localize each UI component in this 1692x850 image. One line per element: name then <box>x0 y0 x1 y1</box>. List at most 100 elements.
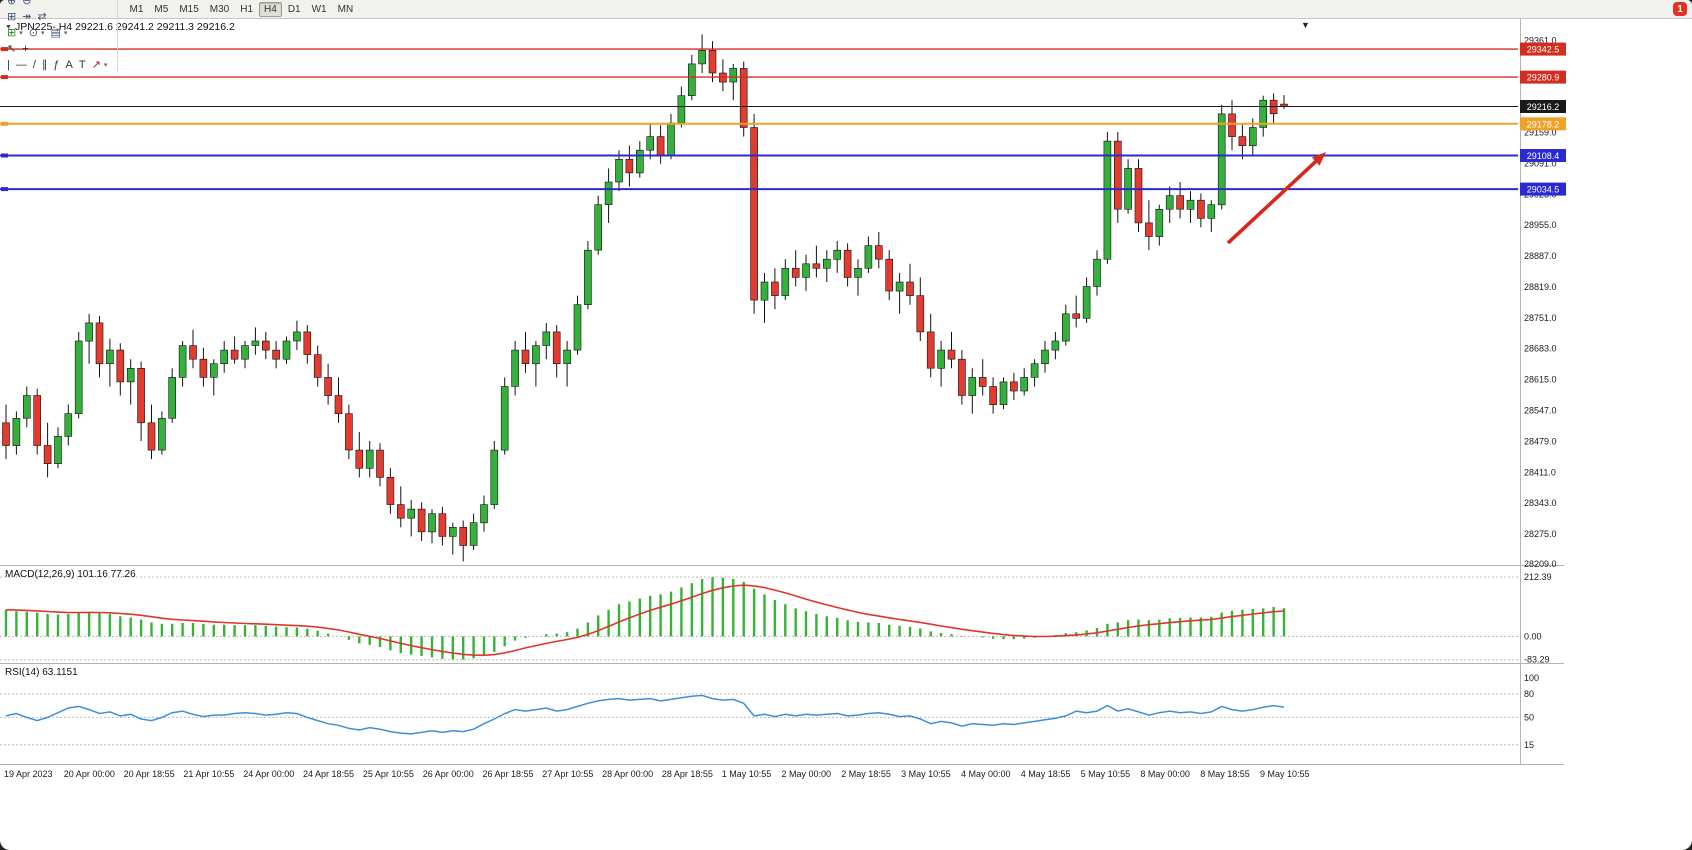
timeframe-d1[interactable]: D1 <box>287 3 301 15</box>
channel-icon[interactable]: ∥ <box>39 57 51 73</box>
template-icon[interactable]: ▤ ▾ <box>47 25 70 41</box>
text-label-icon[interactable]: T <box>76 57 89 73</box>
candle-up <box>158 417 166 451</box>
candle-up <box>12 417 21 446</box>
toolbar-group: | — / ∥ ƒ A T ↗ ▾ <box>0 57 118 73</box>
macd-scale-label: 0.00 <box>1524 631 1542 641</box>
candle-down <box>147 422 156 451</box>
candle-up <box>677 95 686 124</box>
line-anchor-handle[interactable] <box>1 75 8 80</box>
trendline-icon[interactable]: / <box>30 57 39 73</box>
timeframe-m15[interactable]: M15 <box>179 3 199 15</box>
crosshair-icon[interactable]: + <box>19 41 31 57</box>
toolbar-group: ⊞ ↠ ⇄ <box>0 9 118 25</box>
collapse-icon[interactable]: ▼ <box>5 24 12 31</box>
candle-up <box>500 386 509 451</box>
candle-down <box>885 258 894 292</box>
candle-up <box>968 377 977 396</box>
auto-scroll-icon[interactable]: ↠ <box>19 9 34 25</box>
line-anchor-handle[interactable] <box>1 153 8 158</box>
candle-down <box>386 476 395 505</box>
macd-scale-label: -83.29 <box>1524 655 1550 665</box>
candle-up <box>1259 99 1267 128</box>
arrows-icon[interactable]: ↗ ▾ <box>89 57 111 73</box>
candle-down <box>230 349 239 360</box>
tile-windows-icon: ⊞ <box>7 11 17 23</box>
price-axis-label: 28751.0 <box>1524 313 1557 323</box>
chart-symbol-header[interactable]: ▼ JPN225-,H4 29221.6 29241.2 29211.3 2921… <box>5 21 235 33</box>
candle-down <box>708 49 717 74</box>
time-axis-label: 8 May 18:55 <box>1200 769 1250 779</box>
new-chart-icon[interactable]: ⊞ ▾ <box>4 25 26 41</box>
zoom-in-icon[interactable]: ⊕ <box>4 0 19 9</box>
candle-up <box>1030 363 1039 378</box>
candle-down <box>1197 199 1205 219</box>
timeframe-h4[interactable]: H4 <box>259 1 282 17</box>
tile-windows-icon[interactable]: ⊞ <box>4 9 19 25</box>
time-axis-label: 24 Apr 00:00 <box>243 769 294 779</box>
timeframe-m5[interactable]: M5 <box>154 3 169 15</box>
horizontal-lines: 29342.5 29280.9 29178.2 29108.4 29034.5 29216… <box>0 42 1566 196</box>
trend-arrow-annotation[interactable] <box>1226 152 1326 245</box>
line-anchor-handle[interactable] <box>1 121 8 126</box>
candle-down <box>199 358 208 378</box>
candle-up <box>490 449 499 505</box>
price-axis-label: 28683.0 <box>1524 344 1557 354</box>
candle-up <box>365 449 374 469</box>
scroll-end-marker-icon[interactable]: ▼ <box>1301 20 1310 30</box>
macd-panel: 212.39 0.00 -83.29 <box>0 572 1552 665</box>
candle-down <box>376 449 384 478</box>
time-axis-label: 21 Apr 10:55 <box>183 769 234 779</box>
price-axis-label: 28819.0 <box>1524 282 1557 292</box>
candle-up <box>1041 349 1049 365</box>
time-axis-label: 4 May 18:55 <box>1021 769 1071 779</box>
price-axis-label: 28615.0 <box>1524 375 1557 385</box>
candle-up <box>532 345 540 365</box>
zoom-out-icon[interactable]: ⊖ <box>19 0 34 9</box>
candle-down <box>345 413 353 451</box>
cursor-icon[interactable]: ↖ <box>4 41 19 57</box>
rsi-scale-label: 15 <box>1524 740 1534 750</box>
horizontal-line-icon[interactable]: — <box>13 57 30 73</box>
dropdown-caret-icon: ▾ <box>19 30 23 37</box>
candle-down <box>552 331 561 364</box>
price-axis-label: 28955.0 <box>1524 220 1557 230</box>
price-level-badge <box>1520 117 1566 131</box>
candle-down <box>355 449 364 469</box>
candle-up <box>822 258 831 269</box>
text-icon[interactable]: A <box>63 57 76 73</box>
period-icon[interactable]: ⊙ ▾ <box>26 25 48 41</box>
symbol-name: JPN225-,H4 <box>14 21 73 33</box>
vertical-line-icon[interactable]: | <box>4 57 13 73</box>
candle-down <box>324 377 332 396</box>
line-anchor-handle[interactable] <box>1 187 8 192</box>
timeframe-h1[interactable]: H1 <box>240 3 254 15</box>
candle-down <box>989 386 997 406</box>
candle-down <box>1176 195 1184 210</box>
notification-badge[interactable]: 1 <box>1673 2 1687 16</box>
current-price-badge <box>1520 100 1566 113</box>
candle-up <box>1051 340 1060 351</box>
price-axis[interactable]: 29361.029159.029091.029023.028955.028887… <box>1524 36 1557 569</box>
timeframe-m1[interactable]: M1 <box>129 3 144 15</box>
candle-up <box>563 349 571 365</box>
time-axis-label: 26 Apr 00:00 <box>423 769 474 779</box>
candle-up <box>999 381 1008 405</box>
timeframe-m30[interactable]: M30 <box>209 3 230 15</box>
timeframe-bar: M1 M5 M15 M30 H1 H4 D1 W1 MN <box>118 1 366 17</box>
time-axis[interactable]: 19 Apr 2023 20 Apr 00:00 20 Apr 18:55 21 Ap… <box>4 769 1310 779</box>
candle-up <box>781 267 790 296</box>
line-anchor-handle[interactable] <box>1 47 8 52</box>
candle-up <box>760 281 769 301</box>
timeframe-mn[interactable]: MN <box>337 3 354 15</box>
candle-down <box>625 159 634 174</box>
chart-shift-icon[interactable]: ⇄ <box>34 9 49 25</box>
main-toolbar: ▤新订单▦▥↻▶自动交易▮▯/⊕⊖⊞↠⇄⊞▾⊙▾▤▾↖+|—/∥ƒAT↗▾ M1… <box>0 0 1692 73</box>
candle-down <box>438 513 447 537</box>
timeframe-w1[interactable]: W1 <box>311 3 327 15</box>
price-level-badge-label: 29342.5 <box>1527 45 1560 55</box>
price-level-badge <box>1520 182 1566 196</box>
fibonacci-icon[interactable]: ƒ <box>50 57 62 73</box>
